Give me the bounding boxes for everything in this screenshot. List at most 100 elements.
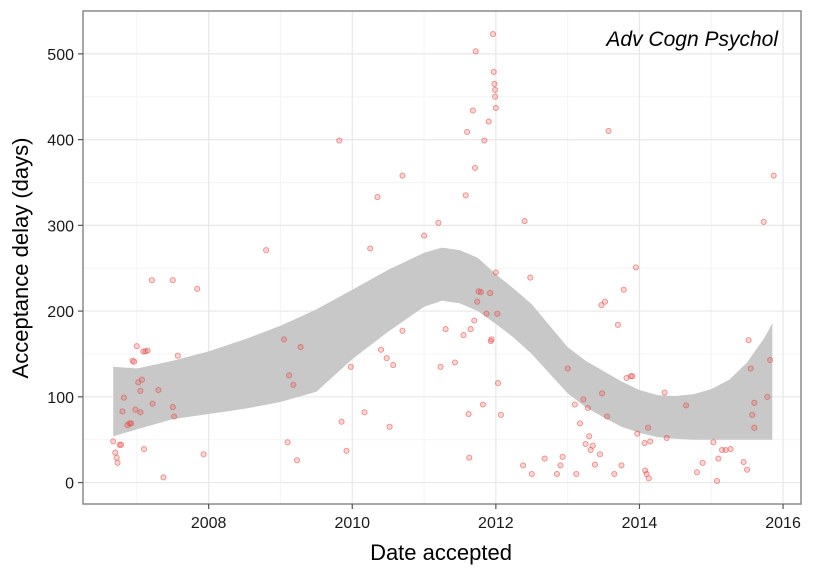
data-point bbox=[451, 359, 458, 366]
data-point bbox=[148, 277, 155, 284]
data-point bbox=[479, 401, 486, 408]
data-point bbox=[290, 381, 297, 388]
data-point bbox=[462, 192, 469, 199]
data-point bbox=[174, 352, 181, 359]
data-point bbox=[642, 467, 649, 474]
data-point bbox=[632, 264, 639, 271]
data-point bbox=[683, 402, 690, 409]
data-point bbox=[553, 470, 560, 478]
data-point bbox=[589, 442, 596, 449]
data-point bbox=[751, 424, 758, 431]
data-point bbox=[390, 362, 397, 369]
data-point bbox=[477, 289, 484, 296]
data-point bbox=[745, 337, 752, 344]
data-point bbox=[747, 365, 754, 372]
data-point bbox=[297, 344, 304, 351]
data-point bbox=[474, 298, 481, 305]
data-point bbox=[435, 219, 442, 226]
data-point bbox=[722, 446, 729, 454]
data-point bbox=[598, 302, 605, 309]
y-tick-label: 0 bbox=[65, 476, 74, 493]
data-point bbox=[557, 462, 564, 469]
data-point bbox=[760, 218, 767, 225]
data-point bbox=[713, 477, 721, 484]
data-point bbox=[361, 409, 368, 416]
data-point bbox=[130, 358, 138, 365]
data-point bbox=[155, 386, 162, 394]
data-point bbox=[528, 470, 535, 478]
data-point bbox=[767, 356, 774, 364]
x-tick-label: 2016 bbox=[765, 515, 801, 532]
data-point bbox=[200, 451, 207, 458]
data-point bbox=[286, 372, 293, 379]
data-point bbox=[338, 418, 345, 425]
y-tick-label: 500 bbox=[47, 47, 74, 64]
x-tick-label: 2010 bbox=[334, 515, 370, 532]
data-point bbox=[367, 245, 374, 252]
data-point bbox=[137, 387, 144, 394]
data-point bbox=[464, 128, 471, 135]
data-point bbox=[471, 164, 479, 171]
axis-ticks: 2008 2010 2012 2014 2016 0 100 200 300 400 500 bbox=[47, 47, 801, 532]
data-point bbox=[527, 274, 534, 281]
data-point bbox=[466, 454, 473, 461]
data-point bbox=[599, 390, 606, 397]
data-point bbox=[489, 31, 497, 38]
data-point bbox=[280, 336, 288, 343]
data-point bbox=[751, 399, 758, 406]
data-point bbox=[469, 107, 476, 114]
data-point bbox=[467, 326, 474, 333]
data-point bbox=[494, 310, 501, 317]
data-point bbox=[194, 285, 201, 292]
data-point bbox=[611, 470, 618, 478]
smooth-band-area bbox=[113, 247, 773, 440]
x-tick-label: 2012 bbox=[478, 515, 514, 532]
data-point bbox=[485, 118, 492, 125]
data-point bbox=[605, 127, 612, 135]
data-point bbox=[645, 424, 652, 431]
data-point bbox=[120, 394, 127, 401]
data-point bbox=[481, 137, 488, 144]
data-point bbox=[140, 446, 148, 453]
data-point bbox=[138, 376, 145, 383]
data-point bbox=[629, 373, 636, 380]
data-point bbox=[541, 455, 548, 462]
data-point bbox=[128, 420, 135, 427]
data-point bbox=[421, 232, 428, 239]
data-point bbox=[492, 93, 499, 100]
data-point bbox=[634, 430, 641, 437]
x-axis-title: Date accepted bbox=[370, 540, 512, 565]
data-point bbox=[488, 336, 495, 343]
data-point bbox=[693, 469, 700, 476]
data-point bbox=[564, 365, 571, 372]
data-point bbox=[113, 454, 120, 461]
data-point bbox=[110, 438, 117, 445]
data-point bbox=[492, 86, 499, 93]
data-point bbox=[160, 474, 167, 481]
data-point bbox=[580, 396, 587, 403]
data-point bbox=[399, 327, 406, 334]
data-point bbox=[764, 393, 771, 400]
data-point bbox=[377, 346, 385, 353]
grid-lines bbox=[83, 11, 801, 504]
y-axis-title: Acceptance delay (days) bbox=[8, 138, 33, 379]
data-point bbox=[521, 218, 528, 225]
data-point bbox=[491, 80, 498, 87]
data-point bbox=[573, 470, 580, 478]
data-point bbox=[347, 363, 354, 370]
data-point bbox=[465, 410, 472, 418]
data-point bbox=[114, 459, 121, 466]
data-point bbox=[647, 438, 654, 445]
data-point bbox=[149, 400, 156, 407]
data-point bbox=[284, 439, 291, 446]
data-point bbox=[591, 461, 598, 468]
data-point bbox=[596, 451, 604, 458]
data-point bbox=[169, 277, 176, 284]
data-point bbox=[497, 411, 504, 418]
data-point bbox=[472, 48, 479, 55]
data-point bbox=[601, 298, 609, 305]
y-tick-label: 200 bbox=[47, 304, 74, 321]
data-point bbox=[483, 310, 490, 317]
x-tick-label: 2008 bbox=[191, 515, 227, 532]
